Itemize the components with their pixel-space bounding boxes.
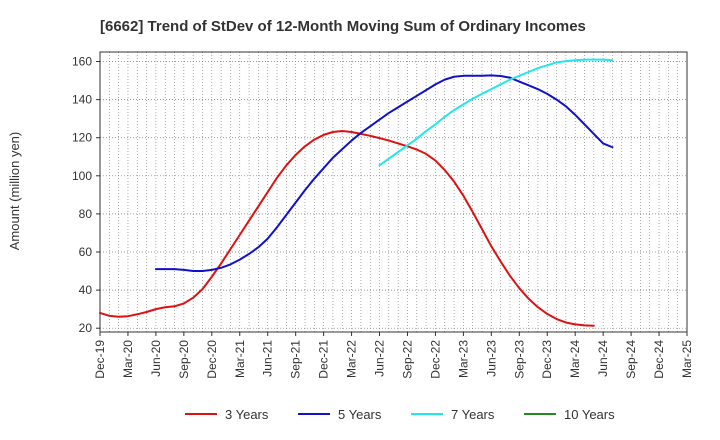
plot-frame bbox=[99, 51, 688, 333]
y-tick-label: 80 bbox=[79, 207, 93, 221]
x-tick-label: Dec-24 bbox=[652, 340, 666, 379]
x-tick-label: Dec-20 bbox=[205, 340, 219, 379]
plot-area: 20 40 60 80 100 120 140 160 Dec-19 Mar-20 Jun-20 Se… bbox=[72, 51, 694, 379]
y-tick-label: 140 bbox=[72, 93, 92, 107]
y-tick-label: 20 bbox=[79, 321, 93, 335]
x-tick-label: Mar-21 bbox=[233, 340, 247, 378]
x-tick-label: Mar-24 bbox=[568, 340, 582, 378]
x-tick-label: Sep-20 bbox=[177, 340, 191, 379]
y-tick-label: 40 bbox=[79, 283, 93, 297]
y-tick-label: 60 bbox=[79, 245, 93, 259]
x-tick-label: Sep-24 bbox=[624, 340, 638, 379]
chart-title: [6662] Trend of StDev of 12-Month Moving… bbox=[100, 18, 586, 35]
y-tick-label: 120 bbox=[72, 131, 92, 145]
y-tick-label: 100 bbox=[72, 169, 92, 183]
legend-label: 3 Years bbox=[225, 407, 269, 422]
x-tick-label: Jun-21 bbox=[261, 340, 275, 377]
x-tick-label: Dec-21 bbox=[317, 340, 331, 379]
x-tick-label: Jun-24 bbox=[596, 340, 610, 377]
series-line-5-years bbox=[154, 74, 614, 273]
y-axis-label: Amount (million yen) bbox=[7, 132, 22, 251]
x-tick-label: Dec-22 bbox=[428, 340, 442, 379]
x-tick-label: Jun-23 bbox=[484, 340, 498, 377]
x-tick-label: Jun-20 bbox=[149, 340, 163, 377]
plot-background bbox=[100, 52, 687, 332]
x-tick-label: Sep-23 bbox=[512, 340, 526, 379]
legend-label: 10 Years bbox=[564, 407, 615, 422]
x-tick-label: Mar-20 bbox=[121, 340, 135, 378]
x-tick-label: Dec-23 bbox=[540, 340, 554, 379]
series-line-3-years bbox=[99, 130, 595, 327]
x-tick-label: Sep-21 bbox=[289, 340, 303, 379]
x-tick-label: Mar-23 bbox=[456, 340, 470, 378]
series-line-7-years bbox=[378, 58, 614, 167]
legend: 3 Years 5 Years 7 Years 10 Years bbox=[185, 407, 615, 422]
legend-label: 5 Years bbox=[338, 407, 382, 422]
y-tick-label: 160 bbox=[72, 55, 92, 69]
x-tick-label: Dec-19 bbox=[93, 340, 107, 379]
legend-label: 7 Years bbox=[451, 407, 495, 422]
x-tick-label: Jun-22 bbox=[373, 340, 387, 377]
x-tick-label: Sep-22 bbox=[400, 340, 414, 379]
x-tick-label: Mar-25 bbox=[680, 340, 694, 378]
x-tick-label: Mar-22 bbox=[345, 340, 359, 378]
